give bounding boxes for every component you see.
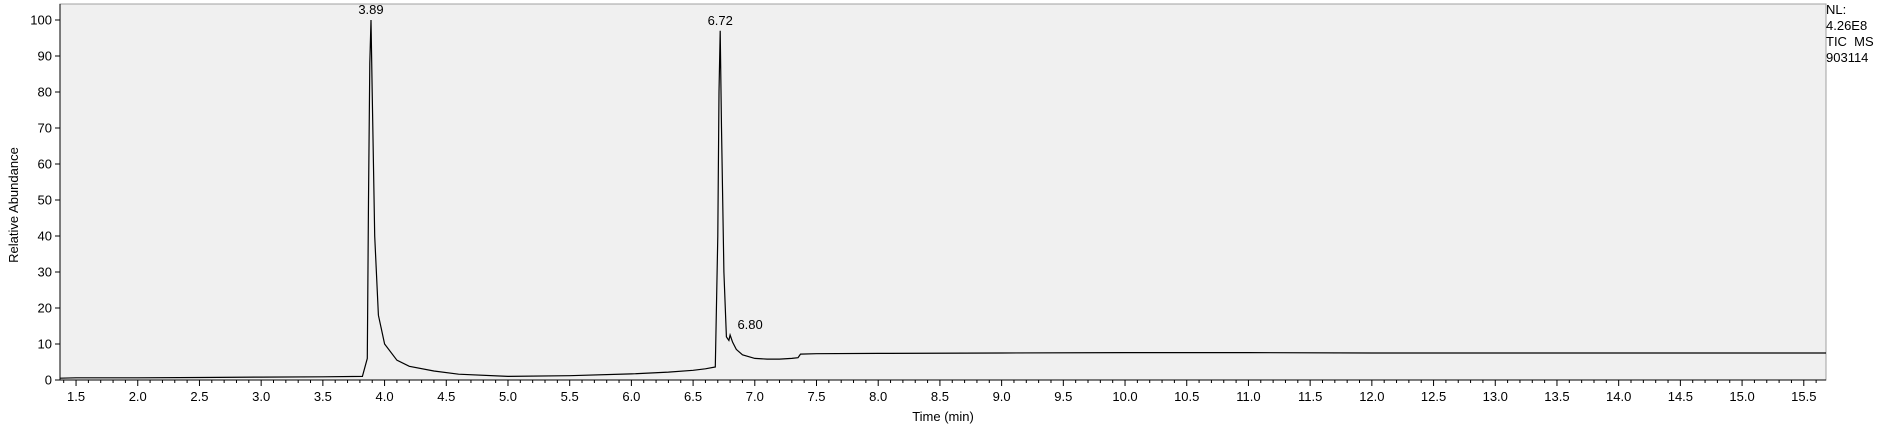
x-axis-ticks: 1.5 2.0 2.5 3.0 3.5 4.0 4.5 5.0 5.5 6.0 6.5 7.0 7.5 8…	[63, 380, 1817, 404]
nl-label: NL:	[1826, 2, 1846, 17]
x-tick-label: 11.5	[1298, 389, 1322, 404]
peak-labels: 3.89 6.72 6.80	[358, 2, 762, 332]
x-tick-label: 1.5	[67, 389, 85, 404]
y-axis-ticks: 0 10 20 30 40 50 60 70 80 90 100	[30, 13, 60, 388]
peak-label: 3.89	[358, 2, 383, 17]
tic-trace-line	[59, 19, 1826, 379]
y-tick-label: 100	[30, 13, 52, 28]
x-tick-label: 2.5	[190, 389, 208, 404]
y-tick-label: 40	[38, 229, 52, 244]
x-tick-label: 8.0	[869, 389, 887, 404]
x-tick-label: 10.0	[1112, 389, 1137, 404]
y-tick-label: 60	[38, 157, 52, 172]
y-tick-label: 20	[38, 301, 52, 316]
peak-label: 6.80	[737, 317, 762, 332]
x-tick-label: 5.0	[499, 389, 517, 404]
x-tick-label: 6.5	[684, 389, 702, 404]
x-tick-label: 15.5	[1791, 389, 1816, 404]
nl-value: 4.26E8	[1826, 18, 1867, 33]
x-tick-label: 10.5	[1174, 389, 1199, 404]
x-tick-label: 15.0	[1729, 389, 1754, 404]
y-tick-label: 10	[38, 337, 52, 352]
normalization-info: NL: 4.26E8 TIC MS 903114	[1826, 2, 1874, 65]
peak-label: 6.72	[708, 13, 733, 28]
x-tick-label: 8.5	[931, 389, 949, 404]
x-tick-label: 9.5	[1054, 389, 1072, 404]
x-tick-label: 13.0	[1483, 389, 1508, 404]
x-tick-label: 12.5	[1421, 389, 1446, 404]
x-tick-label: 7.0	[746, 389, 764, 404]
x-tick-label: 4.5	[437, 389, 455, 404]
x-tick-label: 6.0	[622, 389, 640, 404]
x-tick-label: 2.0	[129, 389, 147, 404]
y-tick-label: 30	[38, 265, 52, 280]
y-tick-label: 0	[45, 373, 52, 388]
x-tick-label: 14.5	[1668, 389, 1693, 404]
plot-area	[59, 3, 1827, 381]
x-tick-label: 13.5	[1544, 389, 1569, 404]
x-tick-label: 12.0	[1359, 389, 1384, 404]
x-tick-label: 11.0	[1236, 389, 1260, 404]
x-tick-label: 3.0	[252, 389, 270, 404]
file-id: 903114	[1826, 50, 1868, 65]
x-tick-label: 14.0	[1606, 389, 1631, 404]
y-tick-label: 50	[38, 193, 52, 208]
x-axis-title: Time (min)	[912, 409, 974, 424]
x-tick-label: 3.5	[314, 389, 332, 404]
x-tick-label: 7.5	[807, 389, 825, 404]
y-tick-label: 80	[38, 85, 52, 100]
x-tick-label: 4.0	[376, 389, 394, 404]
scan-filter: TIC MS	[1826, 34, 1874, 49]
y-tick-label: 90	[38, 49, 52, 64]
y-tick-label: 70	[38, 121, 52, 136]
x-tick-label: 5.5	[561, 389, 579, 404]
x-tick-label: 9.0	[993, 389, 1011, 404]
y-axis-title: Relative Abundance	[6, 147, 21, 263]
